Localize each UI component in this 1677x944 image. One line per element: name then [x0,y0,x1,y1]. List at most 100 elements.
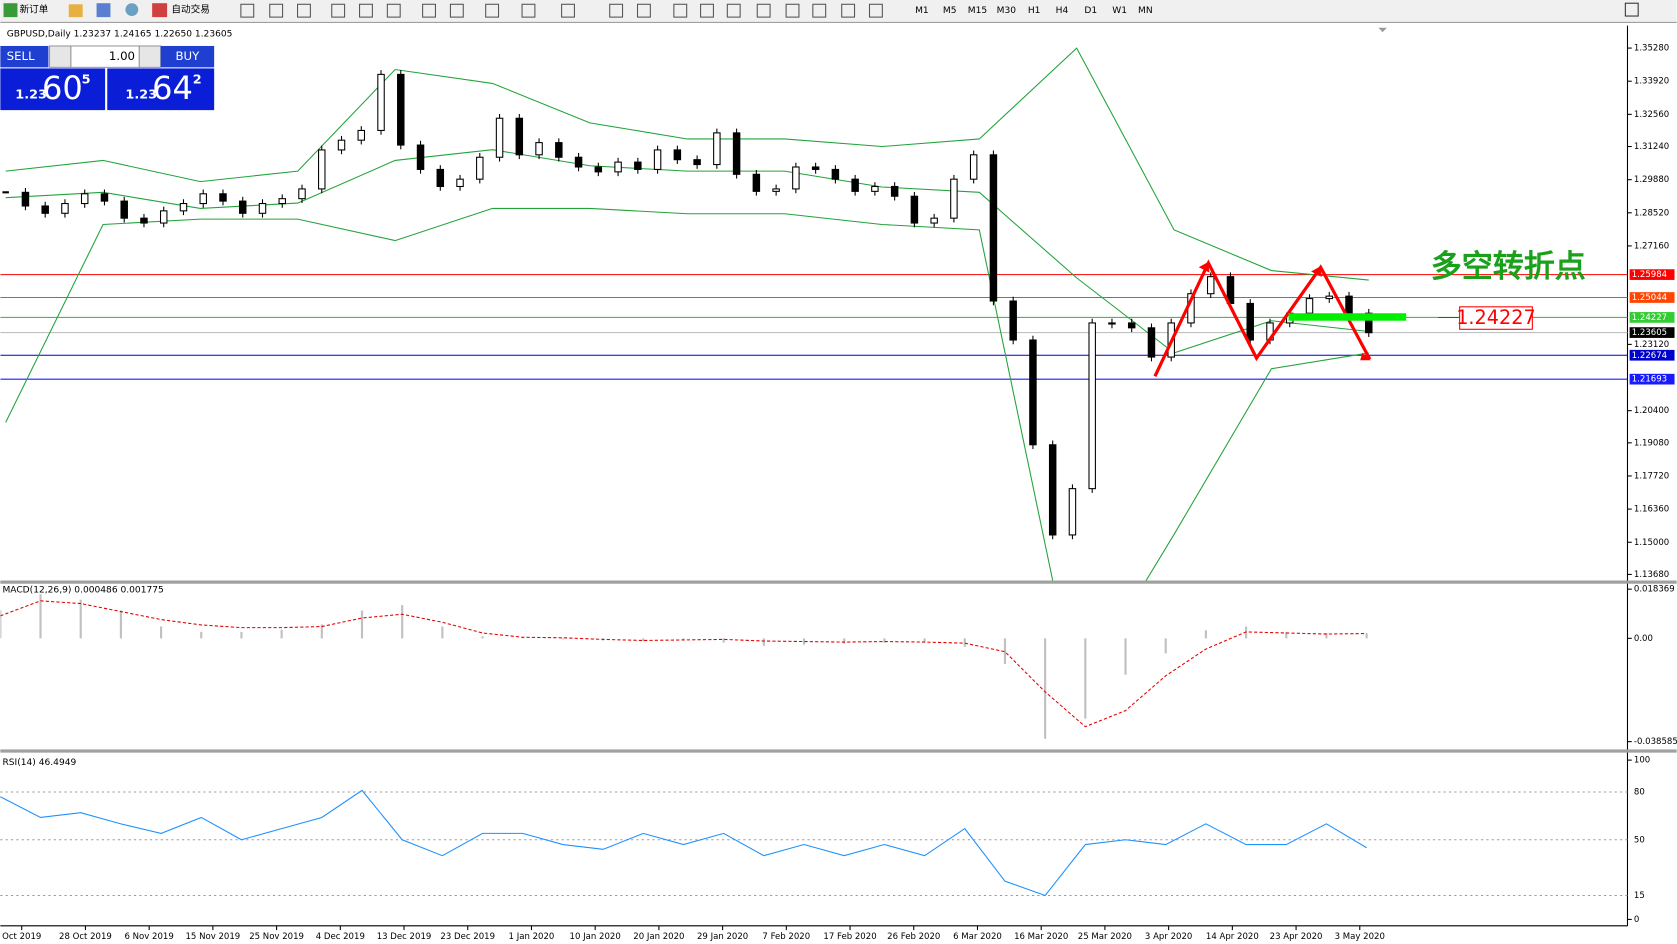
bid-small[interactable]: 5 [82,73,91,88]
rsi-label: RSI(14) 46.4949 [2,758,76,768]
lots-value[interactable]: 1.00 [109,49,135,63]
y-tick-label: -0.038585 [1634,737,1677,747]
candle [1029,339,1037,446]
timeframe[interactable]: M30 [997,6,1017,16]
new-order-icon[interactable] [3,3,18,18]
y-tick-label: 1.20400 [1634,406,1669,416]
x-tick-label: 29 Jan 2020 [697,932,748,942]
tool-icon[interactable] [756,3,771,18]
level-label-bg [1629,292,1675,303]
y-tick-label: 80 [1634,787,1645,797]
tool-icon[interactable] [609,3,624,18]
tool-icon[interactable] [359,3,373,18]
tool-icon[interactable] [726,3,741,18]
tool-icon[interactable] [96,3,111,18]
timeframe[interactable]: M5 [943,6,957,16]
y-tick-label: 1.15000 [1634,538,1669,548]
y-tick-label: 1.19080 [1634,438,1669,448]
chart-window [0,23,1677,944]
tool-icon[interactable] [68,4,83,18]
candle [614,161,622,173]
x-tick-label: 23 Dec 2019 [440,932,495,942]
tool-icon[interactable] [386,3,401,18]
candle [298,188,306,200]
candle [456,178,464,188]
chart-shift-marker [1378,27,1387,33]
bid-big[interactable]: 60 [42,69,83,107]
tool-icon[interactable] [240,3,255,18]
buy-button[interactable] [160,45,215,68]
candle [318,149,326,190]
breakout-bar [1288,313,1407,321]
candle [120,200,128,219]
panel-separator [0,580,1677,584]
chart-title: GBPUSD,Daily 1.23237 1.24165 1.22650 1.2… [7,30,233,40]
rsi-plot [0,789,1628,897]
timeframe[interactable]: M15 [968,6,987,16]
x-tick-label: 3 May 2020 [1335,932,1385,942]
sell-label[interactable]: SELL [7,49,35,63]
level-label-bg [1629,327,1675,338]
ask-box[interactable] [107,68,215,111]
candle [950,178,958,219]
toolbar-icons [240,3,883,18]
tool-icon[interactable] [297,3,311,18]
tool-icon[interactable] [868,3,883,18]
x-tick-label: 10 Jan 2020 [570,932,621,942]
auto-trading-icon[interactable] [152,3,168,18]
candle [693,159,701,166]
candle [732,132,741,175]
timeframe[interactable]: M1 [915,6,929,16]
y-tick-label: 0.00 [1634,634,1653,644]
timeframe[interactable]: MN [1138,6,1153,16]
timeframe[interactable]: W1 [1112,6,1127,16]
timeframe[interactable]: D1 [1084,6,1097,16]
one-click-trading: SELL 1.00 BUY 1.23 60 5 1.23 64 2 [0,45,215,111]
timeframe[interactable]: H1 [1028,6,1041,16]
y-tick-label: 1.29880 [1634,175,1669,185]
tool-icon[interactable] [521,3,536,18]
sell-button[interactable] [0,45,49,68]
candle [574,156,583,168]
candle [1246,302,1254,341]
x-tick-label: 6 Mar 2020 [953,932,1002,942]
bid-box[interactable] [0,68,106,111]
tool-icon[interactable] [125,3,139,17]
tool-icon[interactable] [561,3,575,18]
candle [851,178,859,192]
buy-label[interactable]: BUY [176,49,201,63]
tool-icon[interactable] [700,3,714,18]
bid-prefix[interactable]: 1.23 [15,88,47,103]
lots-up[interactable] [138,45,162,68]
lots-down[interactable] [48,45,72,68]
toolbar [0,0,1677,23]
tool-icon[interactable] [331,3,346,18]
candle [357,129,366,141]
level-label-bg [1629,312,1675,323]
timeframe[interactable]: H4 [1056,6,1069,16]
panel-separator [0,749,1677,753]
tool-icon[interactable] [485,3,500,18]
candle [969,154,978,180]
ask-small[interactable]: 2 [193,73,202,88]
tool-icon[interactable] [422,3,436,18]
rsi-line [0,789,1367,897]
tool-icon[interactable] [269,3,284,18]
tool-icon[interactable] [812,3,827,18]
search-icon[interactable] [1624,2,1639,17]
new-order[interactable]: 新订单 [20,4,49,16]
tool-icon[interactable] [841,3,856,18]
tool-icon[interactable] [785,3,800,18]
x-tick-label: 6 Nov 2019 [124,932,173,942]
x-tick-label: 15 Nov 2019 [185,932,240,942]
ask-prefix[interactable]: 1.23 [125,88,157,103]
ask-big[interactable]: 64 [152,69,193,107]
tool-icon[interactable] [673,3,688,18]
zigzag-line [1153,259,1372,378]
candle [377,73,385,131]
y-tick-label: 1.33920 [1634,77,1669,87]
candle [910,195,919,224]
tool-icon[interactable] [636,3,651,18]
tool-icon[interactable] [449,3,464,18]
auto-trading[interactable]: 自动交易 [171,4,209,16]
